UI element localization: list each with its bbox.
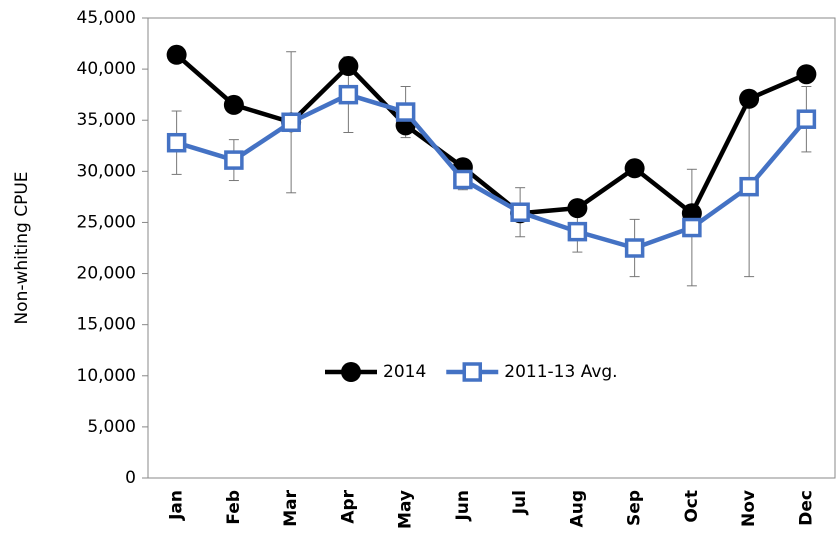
legend-label: 2011-13 Avg. [504, 362, 617, 382]
marker [682, 217, 702, 238]
marker [224, 150, 244, 170]
marker [567, 198, 588, 219]
y-tick-label: 35,000 [77, 110, 136, 130]
x-tick-label: Apr [338, 489, 358, 523]
marker [624, 158, 645, 179]
marker [796, 109, 817, 129]
x-tick-label: Oct [682, 490, 702, 523]
y-tick-label: 10,000 [77, 366, 136, 386]
marker [341, 362, 361, 382]
x-tick-label: Dec [796, 490, 816, 526]
x-tick-label: Sep [625, 490, 645, 526]
y-tick-label: 40,000 [77, 59, 136, 79]
marker [338, 84, 359, 105]
x-tick-label: Jun [453, 490, 473, 522]
y-tick-label: 30,000 [77, 161, 136, 181]
y-tick-label: 25,000 [77, 212, 136, 232]
marker [462, 362, 483, 382]
marker [567, 221, 588, 242]
marker [624, 238, 645, 258]
marker [281, 112, 301, 133]
y-tick-label: 45,000 [77, 8, 136, 28]
marker [796, 64, 817, 85]
y-tick-label: 5,000 [87, 417, 136, 437]
plot-frame [147, 17, 836, 479]
y-axis-label: Non-whiting CPUE [12, 171, 32, 324]
x-tick-label: Mar [281, 489, 301, 526]
marker [223, 94, 244, 115]
marker [453, 169, 473, 190]
marker [510, 202, 530, 222]
x-tick-label: Aug [567, 490, 587, 527]
marker [395, 102, 416, 122]
x-tick-label: Jul [510, 490, 530, 515]
x-tick-label: May [396, 490, 416, 529]
marker [338, 56, 359, 77]
marker [166, 132, 187, 153]
marker [739, 88, 760, 109]
x-tick-label: Nov [739, 490, 759, 527]
legend-label: 2014 [383, 362, 426, 382]
x-tick-label: Feb [224, 490, 244, 525]
marker [166, 44, 187, 65]
y-tick-label: 15,000 [77, 315, 136, 335]
marker [739, 176, 759, 197]
x-tick-label: Jan [167, 490, 187, 521]
y-tick-label: 0 [125, 468, 136, 488]
y-tick-label: 20,000 [77, 264, 136, 284]
